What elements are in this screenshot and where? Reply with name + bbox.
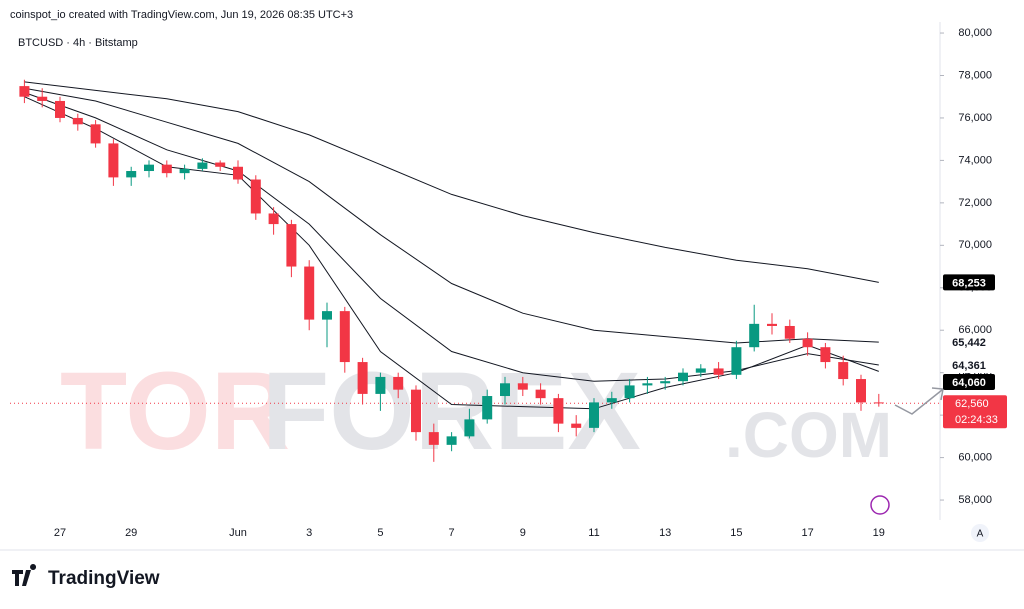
- candle-body: [161, 164, 172, 174]
- candle-body: [126, 171, 137, 178]
- candle-body: [393, 376, 404, 390]
- candle-body: [535, 389, 546, 399]
- candle-body: [749, 323, 760, 348]
- candle-body: [695, 368, 706, 373]
- price-tag-label: 64,060: [952, 377, 986, 389]
- candle-body: [856, 379, 866, 403]
- candle-body: [873, 402, 884, 404]
- candle-body: [72, 117, 83, 125]
- candle-body: [55, 100, 65, 118]
- price-tag-label: 65,442: [952, 337, 986, 349]
- candle-body: [268, 213, 279, 225]
- candle-body: [411, 389, 421, 433]
- watermark: TOR FOREX .COM: [60, 350, 892, 473]
- watermark-text: FOREX: [262, 350, 641, 473]
- candle-body: [820, 347, 831, 363]
- symbol-title: BTCUSD · 4h · Bitstamp: [18, 37, 138, 49]
- candle-body: [286, 224, 297, 267]
- y-tick-label: 74,000: [958, 154, 992, 166]
- candle-body: [731, 347, 742, 375]
- candle-body: [90, 124, 101, 144]
- y-tick-label: 66,000: [958, 324, 992, 336]
- logo-icon: [12, 564, 37, 586]
- candle-body: [517, 383, 528, 390]
- candle-body: [215, 162, 226, 167]
- x-tick-label: 9: [520, 527, 526, 539]
- candle-body: [446, 436, 457, 445]
- candle-body: [144, 164, 154, 172]
- candle-body: [322, 311, 332, 320]
- auto-scale-button[interactable]: [971, 524, 989, 542]
- candle-body: [197, 162, 208, 169]
- y-tick-label: 76,000: [958, 112, 992, 124]
- x-tick-label: 15: [730, 527, 742, 539]
- candle-body: [713, 368, 724, 375]
- candle-body: [108, 143, 119, 178]
- price-tag-label: 68,253: [952, 277, 986, 289]
- plot-area: [10, 79, 940, 462]
- candle-body: [482, 396, 493, 420]
- candle-body: [37, 96, 48, 101]
- last-price-tag: [943, 395, 1007, 429]
- candle-body: [19, 86, 30, 97]
- candle-body: [500, 383, 510, 397]
- x-tick-label: 17: [801, 527, 813, 539]
- moving-average: [24, 81, 879, 283]
- candle-body: [375, 376, 386, 394]
- x-tick-label: 3: [306, 527, 312, 539]
- arrow-icon: [894, 387, 944, 415]
- auto-scale-label[interactable]: A: [977, 529, 984, 540]
- candle-body: [553, 398, 564, 424]
- candle-body: [304, 266, 315, 320]
- candle-body: [233, 166, 243, 180]
- candle-body: [784, 325, 795, 339]
- x-tick-label: 5: [377, 527, 383, 539]
- candle-body: [339, 311, 350, 363]
- x-tick-label: 27: [54, 527, 66, 539]
- header: coinspot_io created with TradingView.com…: [10, 9, 353, 21]
- candle-body: [357, 362, 368, 394]
- candle-body: [589, 402, 599, 428]
- price-tag: [943, 374, 995, 391]
- candle-body: [767, 323, 777, 326]
- candle-body: [678, 372, 688, 382]
- candle-body: [624, 385, 635, 399]
- x-tick-label: 13: [659, 527, 671, 539]
- y-tick-label: 78,000: [958, 69, 992, 81]
- candle-body: [642, 383, 653, 386]
- candle-body: [838, 362, 849, 380]
- candle-body: [464, 419, 475, 437]
- candle-body: [606, 398, 617, 403]
- candle-body: [802, 338, 813, 348]
- price-tag: [943, 334, 995, 351]
- y-tick-label: 80,000: [958, 27, 992, 39]
- x-tick-label: Jun: [229, 527, 247, 539]
- price-tag-label: 64,361: [952, 360, 986, 372]
- candle-body: [660, 381, 671, 384]
- y-tick-label: 72,000: [958, 197, 992, 209]
- countdown: 02:24:33: [955, 414, 998, 426]
- x-tick-label: 7: [449, 527, 455, 539]
- candle-body: [250, 179, 261, 214]
- event-icon: [870, 495, 890, 515]
- x-tick-label: 19: [873, 527, 885, 539]
- watermark-text: TOR: [60, 350, 290, 473]
- x-tick-label: 29: [125, 527, 137, 539]
- candle-body: [179, 168, 190, 174]
- y-tick-label: 70,000: [958, 239, 992, 251]
- price-tag: [943, 274, 995, 291]
- x-tick-label: 11: [588, 527, 599, 539]
- price-tag: [943, 357, 995, 374]
- brand: TradingView: [48, 568, 160, 589]
- last-price-label: 62,560: [955, 398, 989, 410]
- candle-body: [571, 423, 582, 428]
- y-tick-label: 60,000: [958, 451, 992, 463]
- y-tick-label: 58,000: [958, 494, 992, 506]
- watermark-text: .COM: [725, 399, 892, 471]
- candle-body: [428, 432, 439, 445]
